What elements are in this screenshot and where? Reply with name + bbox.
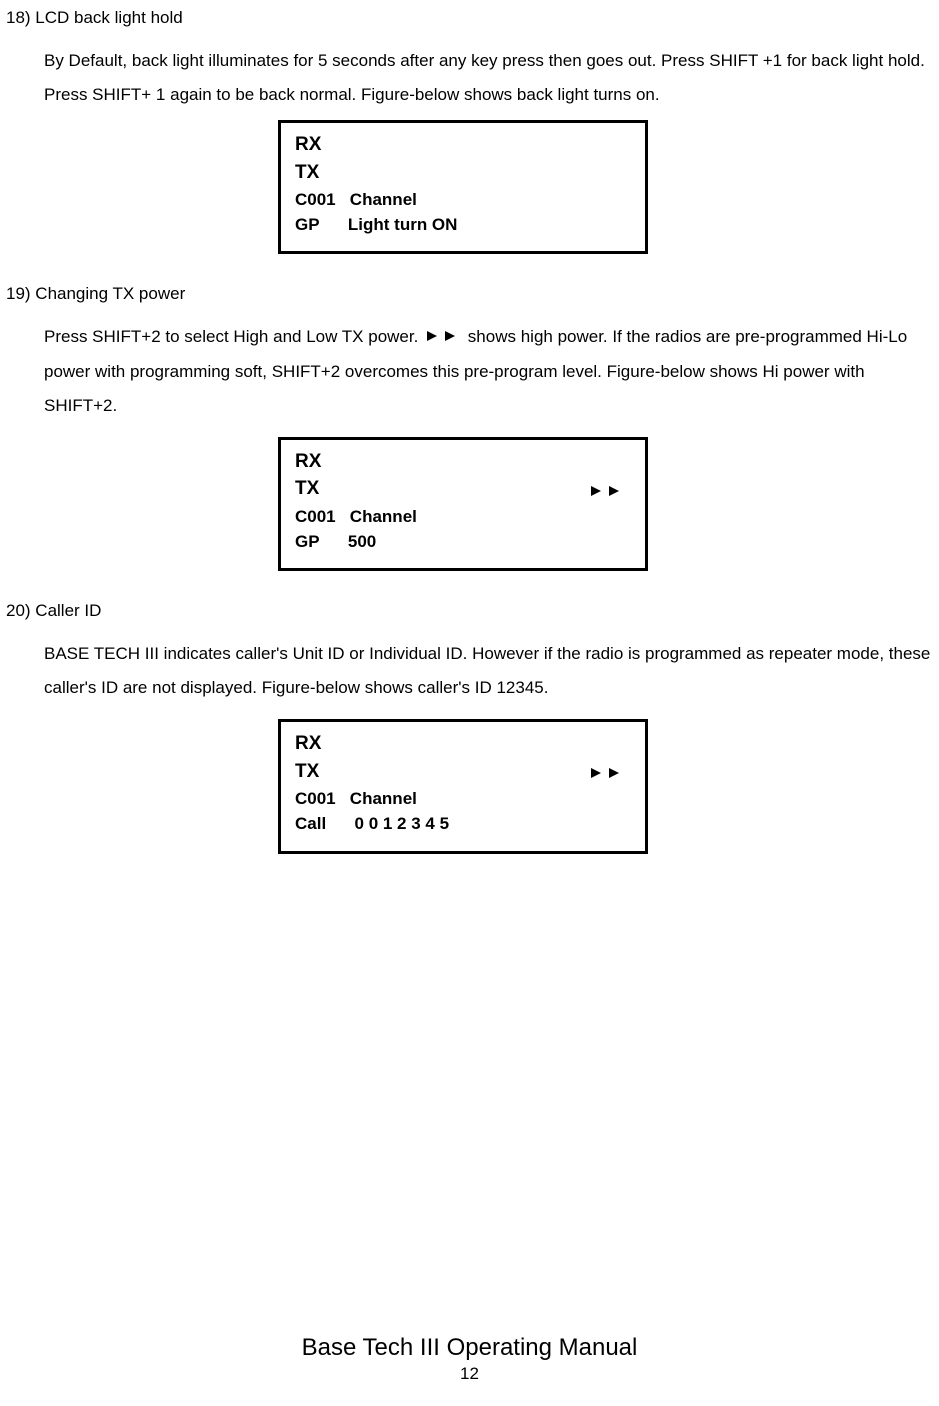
- lcd-box-20: RX TX C001 Channel Call 0 0 1 2 3 4 5: [278, 719, 648, 853]
- lcd-tx: TX: [295, 159, 631, 187]
- lcd-tx: TX: [295, 758, 631, 786]
- footer-page: 12: [0, 1364, 939, 1384]
- hi-power-arrows-icon: [587, 484, 627, 503]
- section-18-title: 18) LCD back light hold: [6, 8, 933, 28]
- section-18-body: By Default, back light illuminates for 5…: [44, 44, 933, 112]
- section-20-title: 20) Caller ID: [6, 601, 933, 621]
- lcd-line3: C001 Channel: [295, 188, 631, 213]
- lcd-box-19: RX TX C001 Channel GP 500: [278, 437, 648, 571]
- section-20: 20) Caller ID BASE TECH III indicates ca…: [6, 601, 933, 853]
- lcd-rx: RX: [295, 131, 631, 159]
- hi-power-arrows-icon: [587, 766, 627, 785]
- section-19-title: 19) Changing TX power: [6, 284, 933, 304]
- lcd-line3: C001 Channel: [295, 505, 631, 530]
- section-18: 18) LCD back light hold By Default, back…: [6, 8, 933, 254]
- section-20-body: BASE TECH III indicates caller's Unit ID…: [44, 637, 933, 705]
- lcd-rx: RX: [295, 448, 631, 476]
- hi-power-arrows-icon: [423, 321, 463, 355]
- lcd-line4: GP 500: [295, 530, 631, 555]
- lcd-line4: Call 0 0 1 2 3 4 5: [295, 812, 631, 837]
- footer-title: Base Tech III Operating Manual: [0, 1334, 939, 1362]
- page-footer: Base Tech III Operating Manual 12: [0, 1334, 939, 1384]
- section-19: 19) Changing TX power Press SHIFT+2 to s…: [6, 284, 933, 571]
- lcd-rx: RX: [295, 730, 631, 758]
- lcd-line3: C001 Channel: [295, 787, 631, 812]
- lcd-line4: GP Light turn ON: [295, 213, 631, 238]
- section-19-body-a: Press SHIFT+2 to select High and Low TX …: [44, 327, 423, 346]
- lcd-box-18: RX TX C001 Channel GP Light turn ON: [278, 120, 648, 254]
- lcd-tx: TX: [295, 475, 631, 503]
- section-19-body: Press SHIFT+2 to select High and Low TX …: [44, 320, 933, 423]
